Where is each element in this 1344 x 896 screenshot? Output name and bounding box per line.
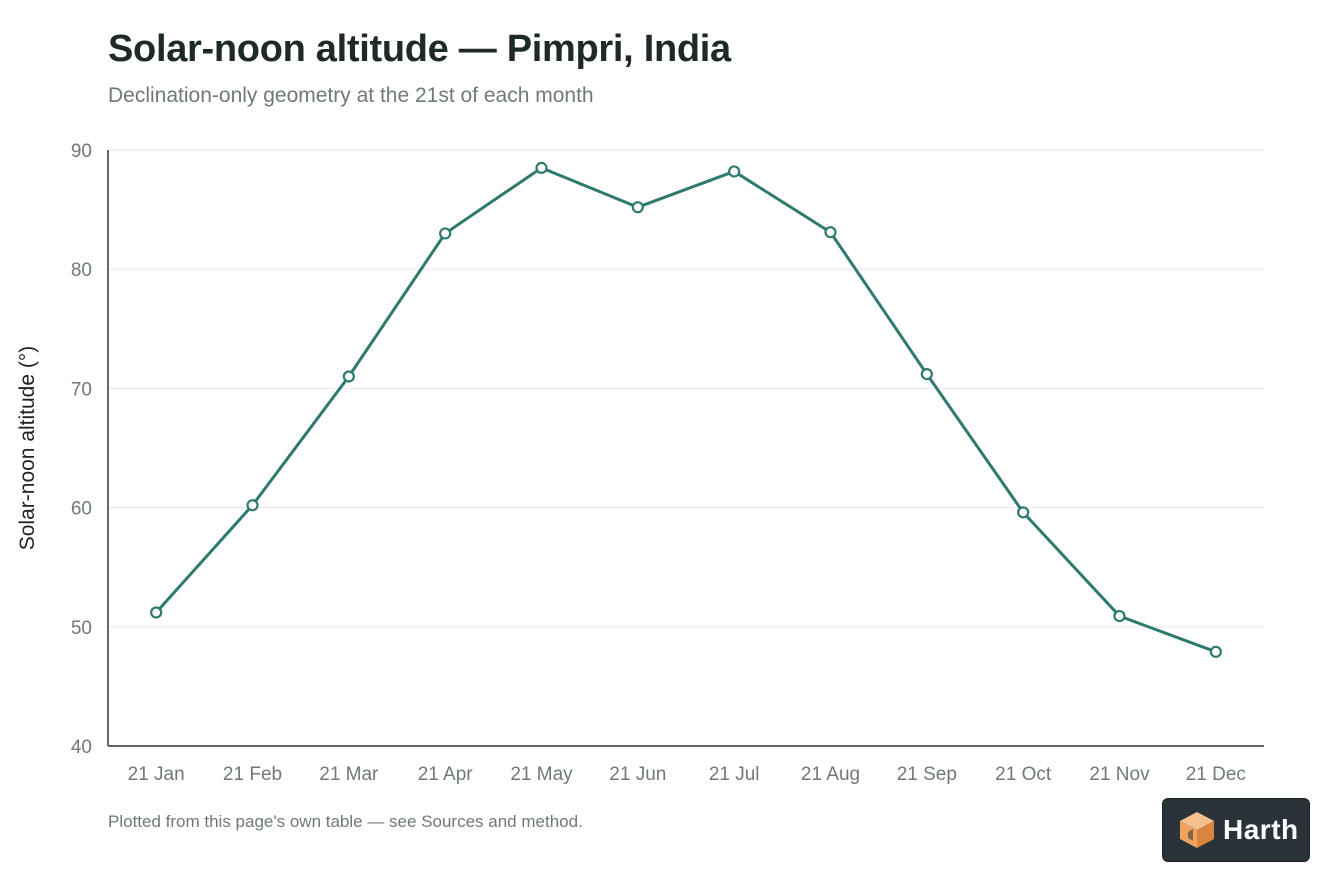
y-tick-label: 60 xyxy=(71,499,92,520)
x-tick-label: 21 Oct xyxy=(995,764,1052,785)
x-tick-label: 21 Sep xyxy=(897,764,957,785)
x-tick-label: 21 Nov xyxy=(1089,764,1150,785)
data-point[interactable] xyxy=(631,201,644,214)
data-point[interactable] xyxy=(920,367,933,381)
y-tick-labels: 90 80 70 60 50 40 xyxy=(71,141,92,758)
data-point[interactable] xyxy=(1113,609,1126,623)
x-tick-label: 21 May xyxy=(510,764,573,785)
source-footnote: Plotted from this page's own table — see… xyxy=(108,812,583,831)
x-tick-label: 21 Jun xyxy=(609,764,666,785)
chart-subtitle: Declination-only geometry at the 21st of… xyxy=(108,84,594,107)
series-line xyxy=(154,166,1218,654)
y-tick-label: 40 xyxy=(71,737,92,758)
y-tick-label: 80 xyxy=(71,260,92,281)
x-tick-label: 21 Jul xyxy=(709,764,760,785)
data-point[interactable] xyxy=(150,606,163,619)
x-tick-label: 21 Apr xyxy=(418,764,474,785)
data-point[interactable] xyxy=(1017,506,1030,519)
data-point[interactable] xyxy=(824,226,837,239)
chart-title: Solar-noon altitude — Pimpri, India xyxy=(108,28,731,70)
data-point[interactable] xyxy=(342,370,355,383)
y-tick-label: 70 xyxy=(71,379,92,400)
x-tick-label: 21 Dec xyxy=(1186,764,1246,785)
x-tick-labels: 21 Jan 21 Feb 21 Mar 21 Apr 21 May 21 Jun 21 J… xyxy=(128,764,1246,785)
data-point[interactable] xyxy=(1209,645,1222,658)
y-axis-label: Solar-noon altitude (°) xyxy=(16,346,39,551)
data-point[interactable] xyxy=(535,161,548,174)
gridlines xyxy=(108,149,1264,628)
x-tick-label: 21 Jan xyxy=(128,764,185,785)
series-line-group xyxy=(154,166,1218,654)
y-tick-label: 50 xyxy=(71,618,92,639)
axes xyxy=(107,150,1264,747)
data-points xyxy=(150,161,1222,658)
x-tick-label: 21 Aug xyxy=(801,764,860,785)
data-point[interactable] xyxy=(728,165,741,178)
data-point[interactable] xyxy=(246,499,259,512)
cube-logo-icon xyxy=(1180,812,1214,848)
x-tick-label: 21 Mar xyxy=(319,764,379,785)
x-tick-label: 21 Feb xyxy=(223,764,282,785)
brand-name: Harth xyxy=(1223,814,1299,845)
data-point[interactable] xyxy=(439,227,452,240)
brand-badge[interactable]: Harth xyxy=(1162,798,1310,862)
y-tick-label: 90 xyxy=(71,141,92,162)
